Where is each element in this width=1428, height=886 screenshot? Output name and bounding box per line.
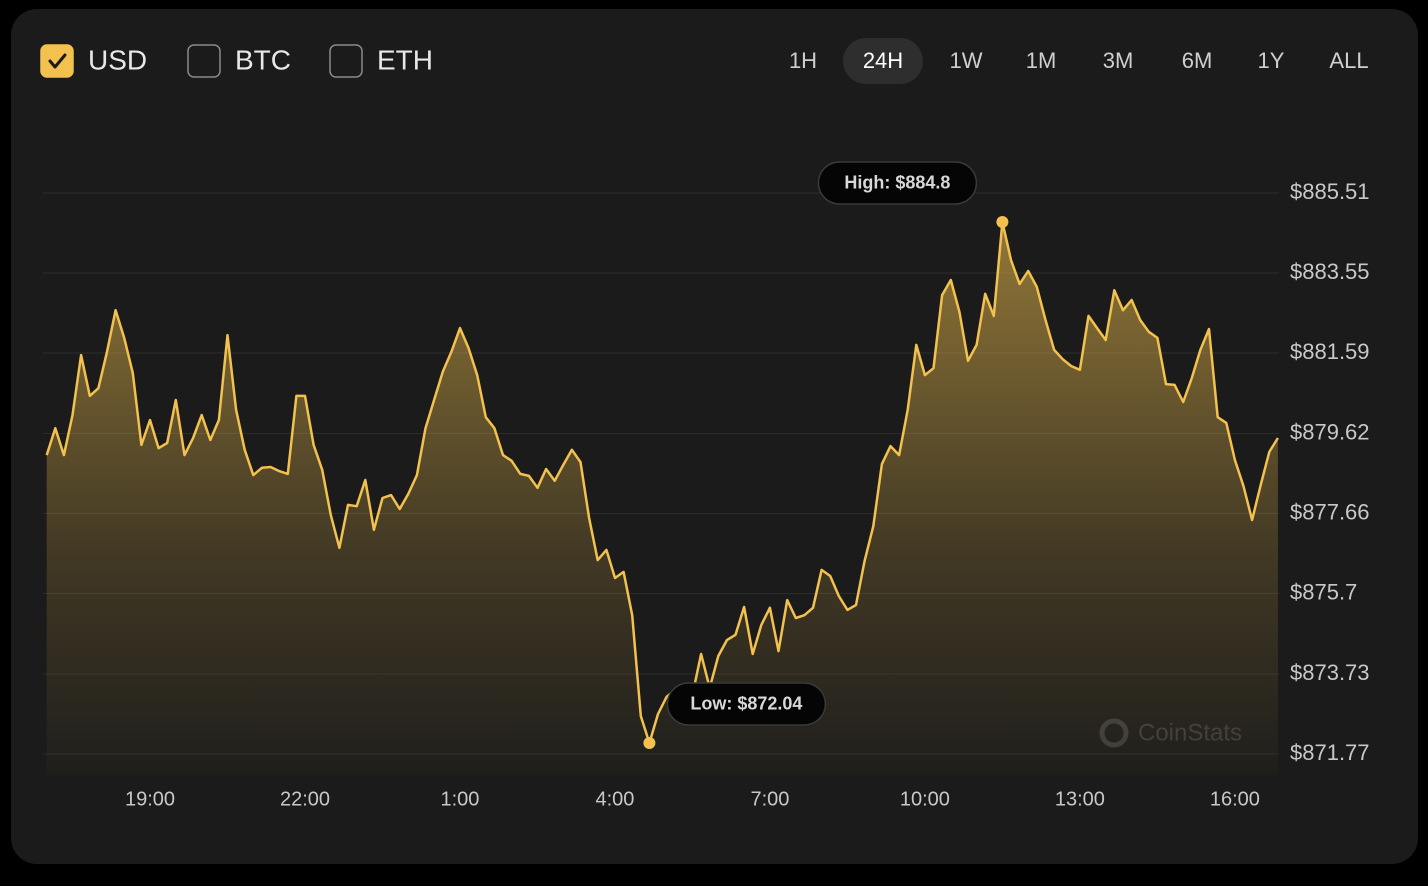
y-tick-label: $883.55 (1290, 259, 1370, 284)
x-tick-label: 1:00 (441, 788, 480, 810)
check-mark (48, 53, 67, 69)
range-label: 1M (1026, 48, 1057, 73)
y-tick-label: $871.77 (1290, 740, 1370, 765)
range-label: 3M (1103, 48, 1134, 73)
x-tick-label: 10:00 (900, 788, 950, 810)
annotation-box (666, 682, 827, 726)
x-tick-label: 13:00 (1055, 788, 1105, 810)
range-button[interactable]: ALL (1329, 48, 1368, 73)
y-tick-label: $879.62 (1290, 419, 1370, 444)
range-button[interactable]: 1M (1026, 48, 1057, 73)
currency-toggle[interactable]: USD (40, 44, 147, 78)
checkbox[interactable] (40, 44, 74, 78)
y-tick-label: $877.66 (1290, 499, 1370, 524)
range-button[interactable]: 6M (1182, 48, 1213, 73)
range-label: 1H (789, 48, 817, 73)
currency-toggle[interactable]: BTC (187, 44, 291, 78)
x-tick-label: 22:00 (280, 788, 330, 810)
currency-label: ETH (377, 44, 433, 75)
range-label: 6M (1182, 48, 1213, 73)
y-tick-label: $873.73 (1290, 660, 1370, 685)
x-tick-label: 19:00 (125, 788, 175, 810)
checkbox[interactable] (187, 44, 221, 78)
range-button[interactable]: 1W (950, 48, 983, 73)
range-label: 1Y (1258, 48, 1285, 73)
range-button[interactable]: 1Y (1258, 48, 1285, 73)
currency-label: USD (88, 44, 147, 75)
extreme-dot (643, 736, 656, 749)
checkbox[interactable] (329, 44, 363, 78)
x-tick-label: 4:00 (595, 788, 634, 810)
x-tick-label: 7:00 (750, 788, 789, 810)
area (46, 222, 1278, 775)
currency-toggle[interactable]: ETH (329, 44, 433, 78)
annotation-label: Low: $872.04 (690, 694, 802, 714)
active-pill (843, 38, 923, 84)
currency-label: BTC (235, 44, 291, 75)
annotation-label: High: $884.8 (844, 173, 950, 193)
y-tick-label: $885.51 (1290, 179, 1370, 204)
extreme-dot (996, 215, 1009, 228)
x-tick-label: 16:00 (1210, 788, 1260, 810)
range-button[interactable]: 3M (1103, 48, 1134, 73)
y-tick-label: $875.7 (1290, 579, 1357, 604)
plot: $885.51 $883.55 $881.59 $879.62 $877.66 $875.… (43, 161, 1370, 810)
range-button[interactable]: 24H (843, 38, 923, 84)
range-label: 1W (950, 48, 983, 73)
range-label: ALL (1329, 48, 1368, 73)
range-label: 24H (863, 48, 903, 73)
y-tick-label: $881.59 (1290, 339, 1370, 364)
price-line (45, 220, 1279, 745)
range-button[interactable]: 1H (789, 48, 817, 73)
annotation-box (817, 161, 978, 205)
